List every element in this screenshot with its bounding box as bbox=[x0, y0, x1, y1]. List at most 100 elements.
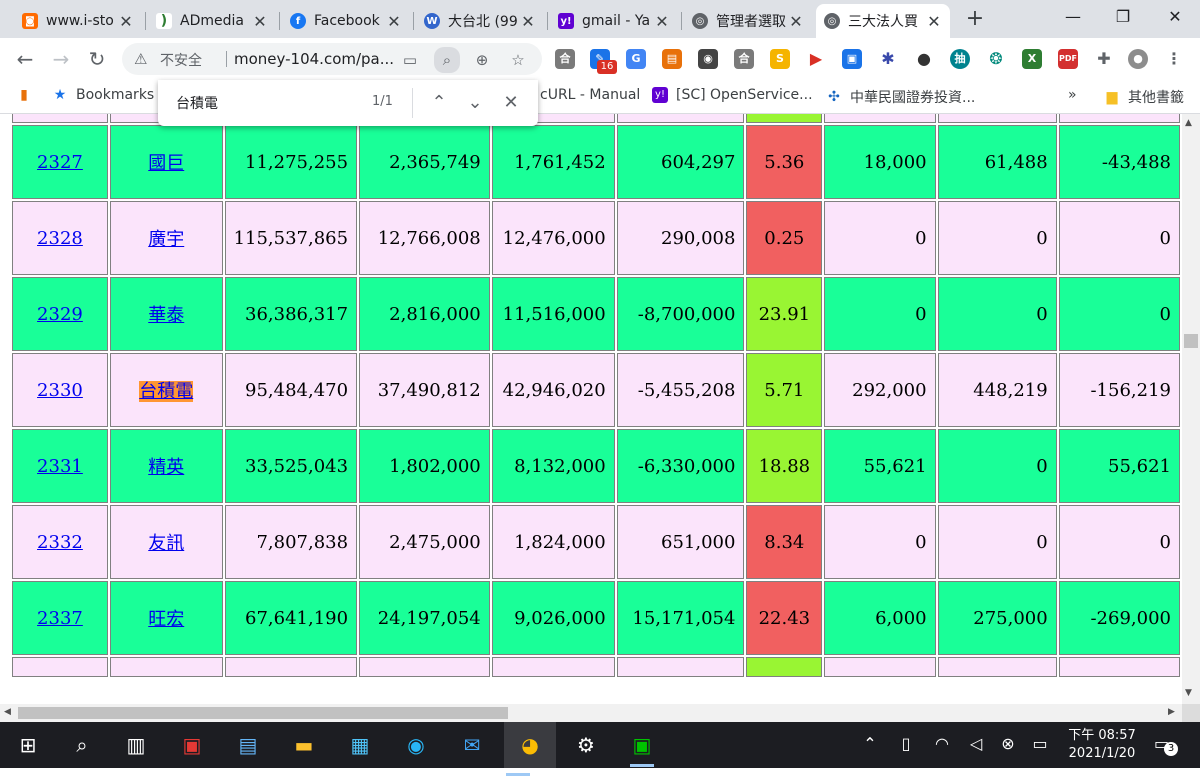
close-icon[interactable]: ✕ bbox=[387, 11, 401, 31]
extension-icon[interactable]: ● bbox=[914, 49, 934, 69]
close-icon[interactable]: ✕ bbox=[927, 11, 941, 31]
show-hidden-icons-chevron-icon[interactable]: ⌃ bbox=[863, 734, 877, 753]
scroll-right-arrow-icon[interactable]: ▶ bbox=[1168, 707, 1175, 717]
stock-name-link[interactable]: 旺宏 bbox=[148, 609, 184, 630]
extension-icon[interactable]: ◉ bbox=[698, 49, 718, 69]
bookmark-folder-bookmarks[interactable]: ★ Bookmarks bbox=[52, 87, 155, 103]
address-bar[interactable]: ⚠ 不安全 money-104.com/pa... ▭ ⌕ ⊕ ☆ bbox=[122, 43, 542, 75]
stock-code-link[interactable]: 2330 bbox=[37, 380, 83, 401]
volume-icon[interactable]: ◁ bbox=[969, 734, 983, 753]
profile-avatar[interactable]: ● bbox=[1128, 49, 1148, 69]
extension-icon[interactable]: 抽 bbox=[950, 49, 970, 69]
no-connection-icon[interactable]: ⊗ bbox=[1001, 734, 1015, 753]
extension-icon[interactable]: ▣ bbox=[842, 49, 862, 69]
value-cell: 0 bbox=[1058, 277, 1180, 351]
stock-code-link[interactable]: 2331 bbox=[37, 456, 83, 477]
warning-icon[interactable]: ⚠ bbox=[134, 50, 148, 68]
extension-icon[interactable]: 合 bbox=[555, 49, 575, 69]
tablet-icon[interactable]: ▯ bbox=[901, 734, 911, 753]
edge-browser-icon[interactable]: ◉ bbox=[407, 733, 425, 757]
stock-name-link[interactable]: 華泰 bbox=[148, 305, 184, 326]
settings-gear-icon[interactable]: ⚙ bbox=[577, 733, 595, 757]
apps-icon[interactable]: ▮ bbox=[16, 87, 40, 103]
url-text[interactable]: money-104.com/pa... bbox=[234, 50, 395, 68]
stock-code-link[interactable]: 2327 bbox=[37, 152, 83, 173]
windows-start-icon[interactable]: ⊞ bbox=[19, 733, 37, 757]
install-app-icon[interactable]: ▭ bbox=[402, 51, 418, 69]
forward-button[interactable]: → bbox=[52, 47, 70, 71]
new-tab-button[interactable]: + bbox=[965, 6, 985, 31]
stock-name-link[interactable]: 國巨 bbox=[148, 153, 184, 174]
restore-button[interactable]: ❐ bbox=[1115, 7, 1131, 26]
close-icon[interactable]: ✕ bbox=[789, 11, 803, 31]
bookmark-securities[interactable]: ✣ 中華民國證券投資... bbox=[826, 87, 975, 107]
vertical-scroll-thumb[interactable] bbox=[1184, 334, 1198, 348]
find-close-button[interactable]: ✕ bbox=[503, 92, 519, 113]
taskbar-clock[interactable]: 下午 08:57 2021/1/20 bbox=[1062, 727, 1142, 763]
microsoft-store-icon[interactable]: ▦ bbox=[350, 733, 370, 757]
scroll-down-arrow-icon[interactable]: ▼ bbox=[1185, 688, 1192, 698]
input-method-icon[interactable]: ▭ bbox=[1032, 734, 1048, 753]
security-label[interactable]: 不安全 bbox=[160, 53, 202, 69]
tab-admedia[interactable]: ) ADmedia ✕ bbox=[148, 4, 276, 38]
stock-code-link[interactable]: 2328 bbox=[37, 228, 83, 249]
task-view-icon[interactable]: ▥ bbox=[126, 733, 146, 757]
extension-icon[interactable]: X bbox=[1022, 49, 1042, 69]
close-window-button[interactable]: ✕ bbox=[1168, 7, 1182, 26]
scroll-left-arrow-icon[interactable]: ◀ bbox=[4, 707, 11, 717]
bookmark-openservice[interactable]: y! [SC] OpenService... bbox=[652, 87, 813, 103]
scroll-up-arrow-icon[interactable]: ▲ bbox=[1185, 118, 1192, 128]
stock-code-link[interactable]: 2337 bbox=[37, 608, 83, 629]
back-button[interactable]: ← bbox=[16, 47, 34, 71]
find-input[interactable]: 台積電 bbox=[176, 96, 218, 112]
line-app-icon[interactable]: ▣ bbox=[628, 731, 656, 767]
stock-name-link[interactable]: 精英 bbox=[148, 457, 184, 478]
wifi-icon[interactable]: ◠ bbox=[935, 734, 949, 753]
mail-icon[interactable]: ✉ bbox=[463, 733, 481, 757]
tab-institutional-trading[interactable]: ◎ 三大法人買 ✕ bbox=[816, 4, 950, 38]
extension-icon[interactable]: ❂ bbox=[986, 49, 1006, 69]
notification-center-icon[interactable]: ▭ 3 bbox=[1154, 734, 1178, 756]
menu-kebab-icon[interactable]: ⋮ bbox=[1164, 49, 1184, 69]
reload-button[interactable]: ↻ bbox=[88, 47, 106, 71]
tab-wiki[interactable]: W 大台北 (99 ✕ bbox=[416, 4, 544, 38]
gift-icon[interactable]: ▣ bbox=[182, 733, 202, 757]
zoom-icon[interactable]: ⊕ bbox=[475, 51, 489, 69]
tab-facebook[interactable]: f Facebook ✕ bbox=[282, 4, 410, 38]
tab-yahoo-gmail[interactable]: y! gmail - Ya ✕ bbox=[550, 4, 678, 38]
stock-code-link[interactable]: 2329 bbox=[37, 304, 83, 325]
find-in-page-icon[interactable]: ⌕ bbox=[434, 47, 460, 73]
search-icon[interactable]: ⌕ bbox=[76, 733, 88, 757]
close-icon[interactable]: ✕ bbox=[521, 11, 535, 31]
other-bookmarks-folder[interactable]: ▆ 其他書籤 bbox=[1104, 87, 1184, 107]
extension-icon[interactable]: 合 bbox=[734, 49, 754, 69]
chrome-icon[interactable]: ◕ bbox=[504, 722, 556, 776]
bookmark-curl-manual[interactable]: cURL - Manual bbox=[540, 87, 640, 103]
pdf-icon[interactable]: PDF bbox=[1058, 49, 1078, 69]
horizontal-scroll-thumb[interactable] bbox=[18, 707, 508, 719]
find-previous-button[interactable]: ⌃ bbox=[431, 92, 447, 113]
stock-name-link[interactable]: 友訊 bbox=[148, 533, 184, 554]
close-icon[interactable]: ✕ bbox=[253, 11, 267, 31]
close-icon[interactable]: ✕ bbox=[119, 11, 133, 31]
find-next-button[interactable]: ⌄ bbox=[467, 92, 483, 113]
horizontal-scrollbar[interactable]: ◀ ▶ bbox=[0, 704, 1182, 722]
tab-i-stock[interactable]: ◙ www.i-sto ✕ bbox=[14, 4, 142, 38]
stock-code-link[interactable]: 2332 bbox=[37, 532, 83, 553]
network-computer-icon[interactable]: ▤ bbox=[238, 733, 258, 757]
close-icon[interactable]: ✕ bbox=[655, 11, 669, 31]
extension-icon[interactable]: ▤ bbox=[662, 49, 682, 69]
extension-icon[interactable]: ▶ bbox=[806, 49, 826, 69]
bookmark-star-icon[interactable]: ☆ bbox=[511, 51, 525, 69]
extension-icon[interactable]: S bbox=[770, 49, 790, 69]
file-explorer-icon[interactable]: ▬ bbox=[294, 733, 314, 757]
tab-admin-select[interactable]: ◎ 管理者選取 ✕ bbox=[684, 4, 812, 38]
stock-name-link[interactable]: 台積電 bbox=[139, 381, 194, 402]
extension-icon[interactable]: ✱ bbox=[878, 49, 898, 69]
extensions-puzzle-icon[interactable]: ✚ bbox=[1094, 49, 1114, 69]
minimize-button[interactable]: — bbox=[1065, 7, 1081, 26]
translate-icon[interactable]: G bbox=[626, 49, 646, 69]
stock-name-link[interactable]: 廣宇 bbox=[148, 229, 184, 250]
bookmarks-overflow-button[interactable]: » bbox=[1068, 87, 1077, 103]
vertical-scrollbar[interactable]: ▲ ▼ bbox=[1182, 114, 1200, 704]
